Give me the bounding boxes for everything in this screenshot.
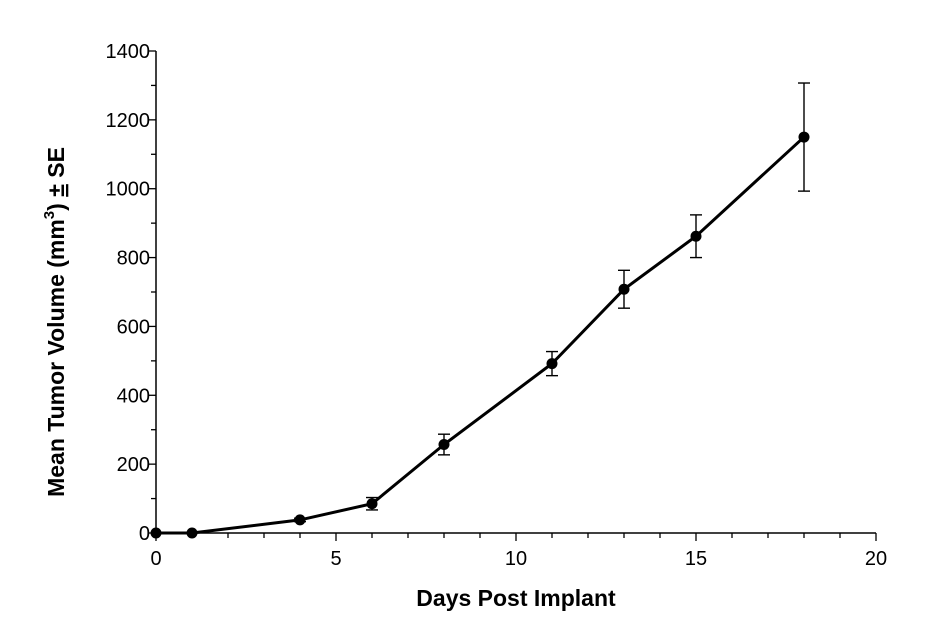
- data-point: [294, 514, 306, 526]
- data-point: [690, 230, 702, 242]
- y-tick-label: 400: [117, 385, 150, 407]
- y-axis-title-close: ): [43, 197, 69, 211]
- data-point: [798, 131, 810, 143]
- y-axis-title-superscript: 3: [41, 211, 58, 219]
- y-tick-label: 1400: [106, 41, 151, 63]
- x-tick-label: 5: [330, 548, 341, 570]
- y-axis-ticks: 0 200 400 600 800 1000 1200 1400: [106, 41, 156, 545]
- y-axis-title-pm: ±: [43, 184, 69, 197]
- data-point: [366, 498, 378, 510]
- x-tick-label: 0: [150, 548, 161, 570]
- x-tick-label: 20: [865, 548, 887, 570]
- y-tick-label: 200: [117, 454, 150, 476]
- y-tick-label: 1000: [106, 179, 151, 201]
- data-point: [150, 527, 162, 539]
- y-tick-label: 1200: [106, 110, 151, 132]
- x-axis-ticks: 0 5 10 15 20: [150, 533, 887, 570]
- y-axis-title-se: SE: [43, 147, 69, 178]
- data-point: [438, 439, 450, 451]
- y-tick-label: 800: [117, 248, 150, 270]
- plot-area: [150, 82, 810, 539]
- x-tick-label: 10: [505, 548, 527, 570]
- x-axis-title: Days Post Implant: [416, 585, 616, 611]
- chart-axes: [155, 51, 876, 534]
- x-tick-label: 15: [685, 548, 707, 570]
- y-tick-label: 0: [139, 523, 150, 545]
- data-point: [618, 283, 630, 295]
- data-point: [186, 527, 198, 539]
- y-tick-label: 600: [117, 316, 150, 338]
- data-point: [546, 358, 558, 370]
- y-axis-title: Mean Tumor Volume (mm3) ± SE: [41, 147, 69, 497]
- y-axis-title-main: Mean Tumor Volume (mm: [43, 219, 69, 497]
- series-line: [156, 135, 806, 535]
